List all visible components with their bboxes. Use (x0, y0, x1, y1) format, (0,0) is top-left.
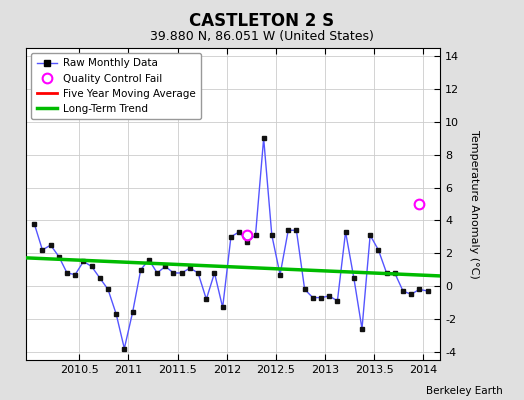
Text: Berkeley Earth: Berkeley Earth (427, 386, 503, 396)
Text: 39.880 N, 86.051 W (United States): 39.880 N, 86.051 W (United States) (150, 30, 374, 43)
Legend: Raw Monthly Data, Quality Control Fail, Five Year Moving Average, Long-Term Tren: Raw Monthly Data, Quality Control Fail, … (31, 53, 201, 119)
Y-axis label: Temperature Anomaly (°C): Temperature Anomaly (°C) (468, 130, 478, 278)
Text: CASTLETON 2 S: CASTLETON 2 S (190, 12, 334, 30)
